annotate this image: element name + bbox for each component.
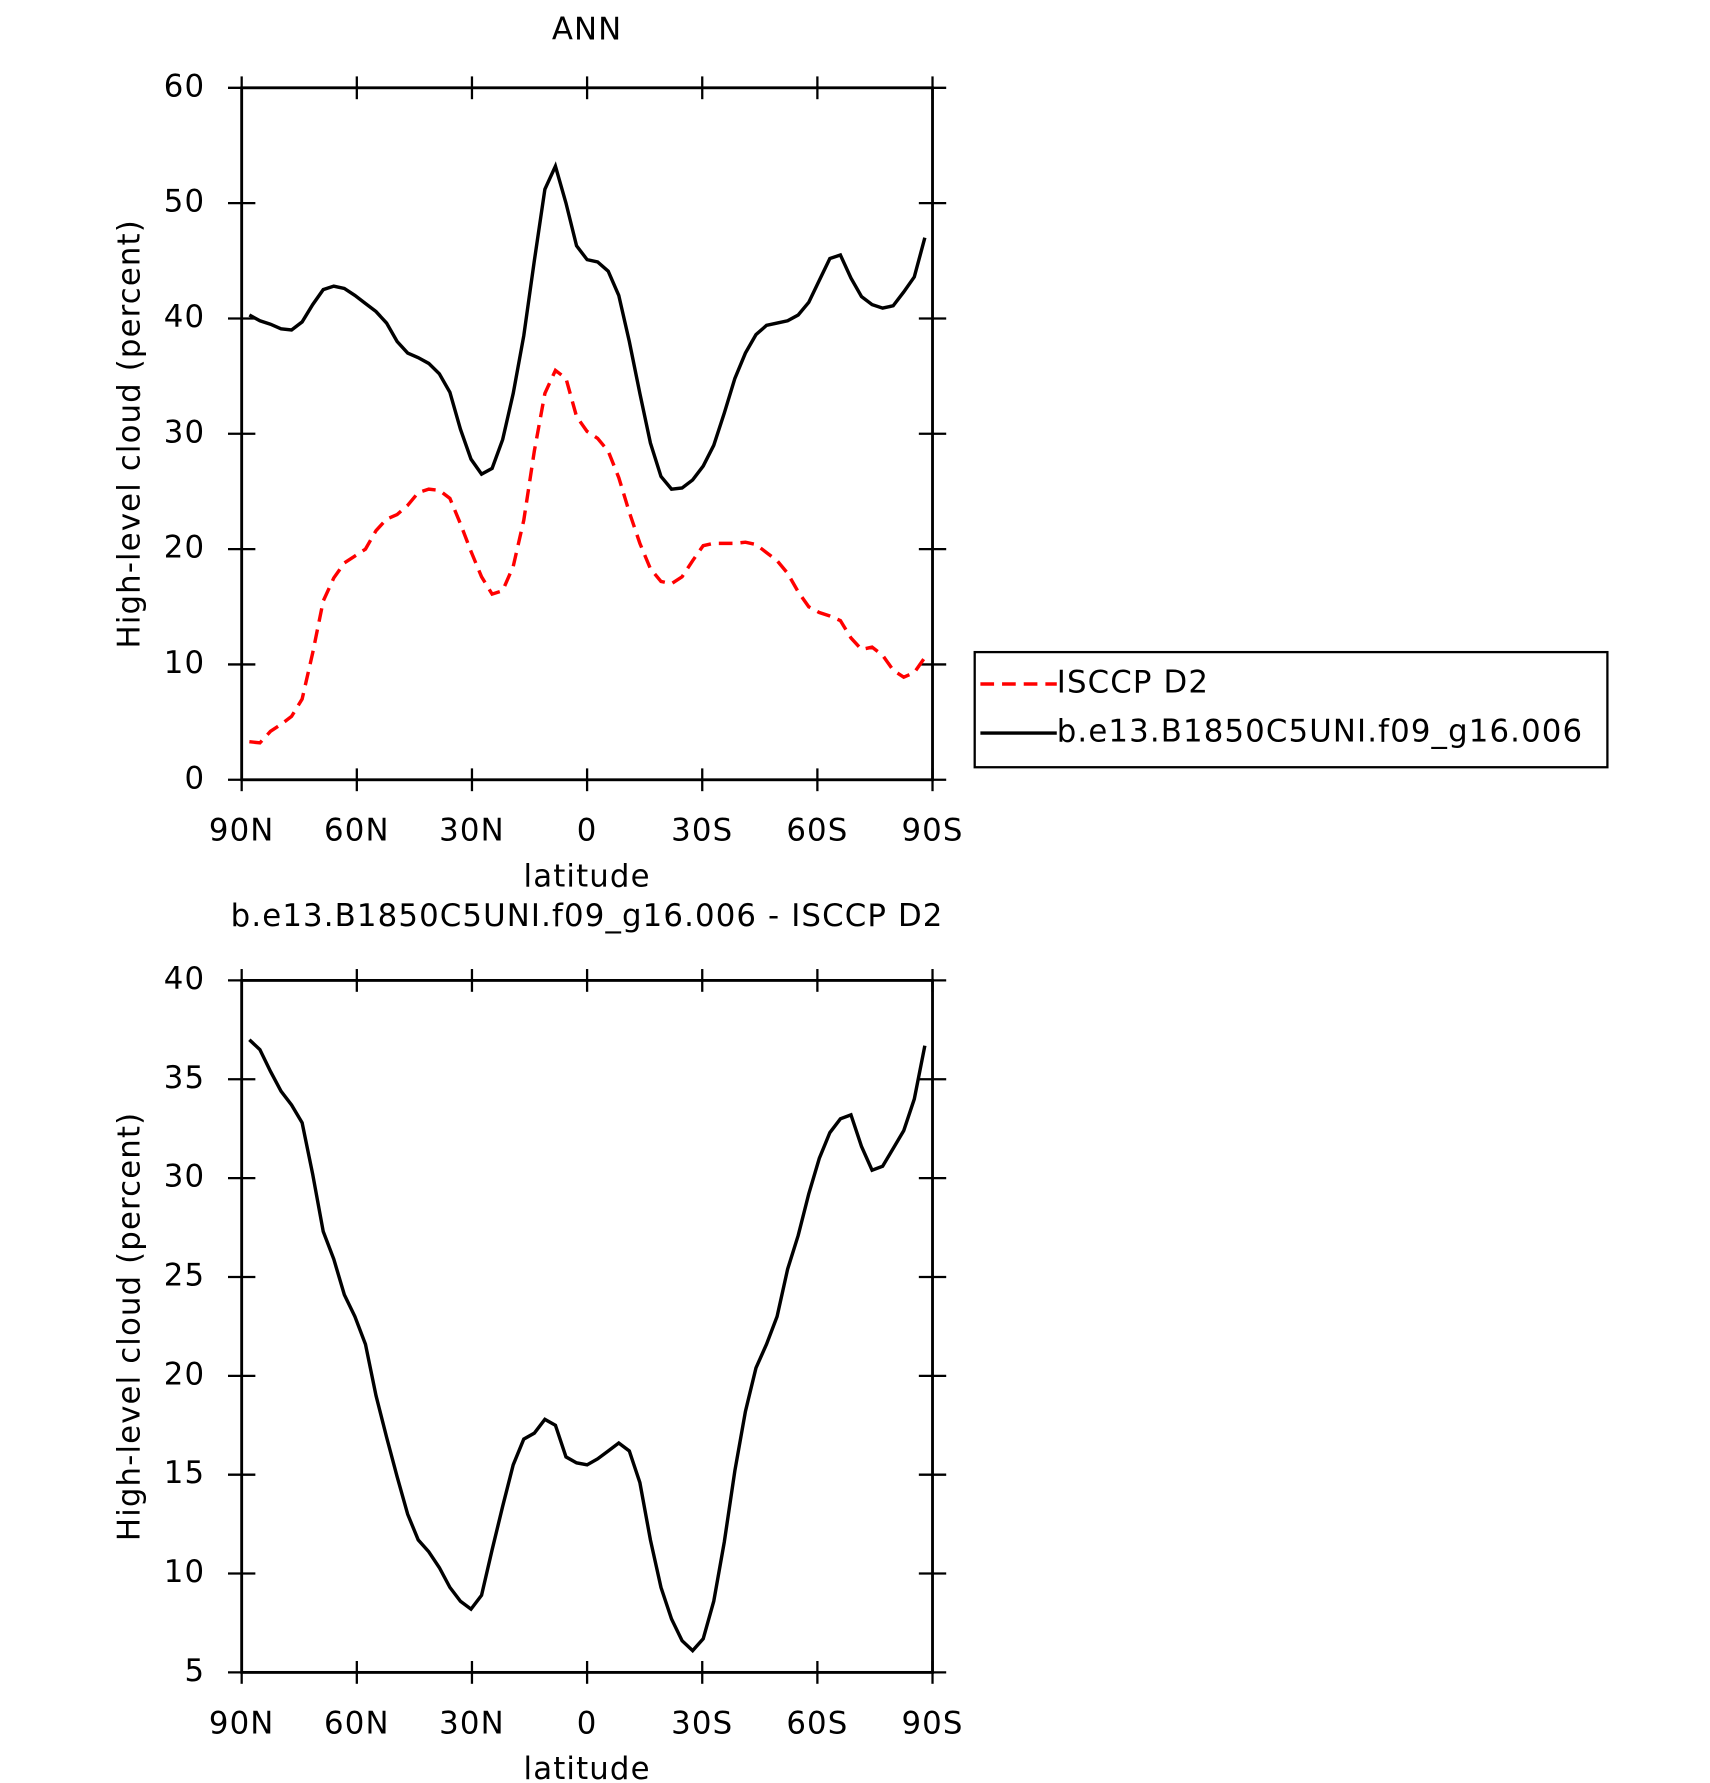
x-tick-label: 90N <box>209 1705 275 1741</box>
y-tick-label: 60 <box>164 68 205 104</box>
y-axis-label: High-level cloud (percent) <box>112 1112 148 1541</box>
y-tick-label: 10 <box>164 1554 205 1590</box>
x-axis-label: latitude <box>524 858 651 894</box>
y-tick-label: 30 <box>164 414 205 450</box>
x-tick-label: 30S <box>671 813 733 849</box>
x-axis-label: latitude <box>524 1751 651 1783</box>
y-tick-label: 40 <box>164 961 205 997</box>
y-tick-label: 40 <box>164 299 205 335</box>
x-tick-label: 90S <box>901 813 963 849</box>
y-tick-label: 30 <box>164 1159 205 1195</box>
x-tick-label: 60S <box>786 1705 848 1741</box>
x-tick-label: 90S <box>901 1705 963 1741</box>
y-tick-label: 20 <box>164 530 205 566</box>
y-tick-label: 0 <box>184 760 205 796</box>
x-tick-label: 60N <box>324 813 390 849</box>
plot-frame <box>240 978 934 1674</box>
series-line <box>248 1038 927 1654</box>
y-tick-label: 15 <box>164 1455 205 1491</box>
y-tick-label: 35 <box>164 1060 205 1096</box>
legend-box <box>973 650 1609 769</box>
x-tick-label: 30N <box>439 1705 505 1741</box>
series-line <box>248 161 927 491</box>
legend: ISCCP D2 b.e13.B1850C5UNI.f09_g16.006 <box>973 650 1609 769</box>
y-axis-label: High-level cloud (percent) <box>112 219 148 648</box>
legend-label: ISCCP D2 <box>1057 665 1209 701</box>
y-tick-label: 5 <box>184 1653 205 1689</box>
y-tick-label: 50 <box>164 184 205 220</box>
x-tick-label: 30N <box>439 813 505 849</box>
y-tick-label: 25 <box>164 1257 205 1293</box>
x-tick-label: 0 <box>577 1705 598 1741</box>
x-tick-label: 60N <box>324 1705 390 1741</box>
x-tick-label: 0 <box>577 813 598 849</box>
series-line <box>249 367 927 745</box>
chart-title: b.e13.B1850C5UNI.f09_g16.006 - ISCCP D2 <box>231 898 944 934</box>
x-tick-label: 90N <box>209 813 275 849</box>
x-tick-label: 30S <box>671 1705 733 1741</box>
x-tick-label: 60S <box>786 813 848 849</box>
legend-label: b.e13.B1850C5UNI.f09_g16.006 <box>1057 714 1583 750</box>
y-tick-label: 10 <box>164 645 205 681</box>
plot-frame <box>240 86 934 782</box>
chart-title: ANN <box>552 11 623 47</box>
y-tick-label: 20 <box>164 1356 205 1392</box>
